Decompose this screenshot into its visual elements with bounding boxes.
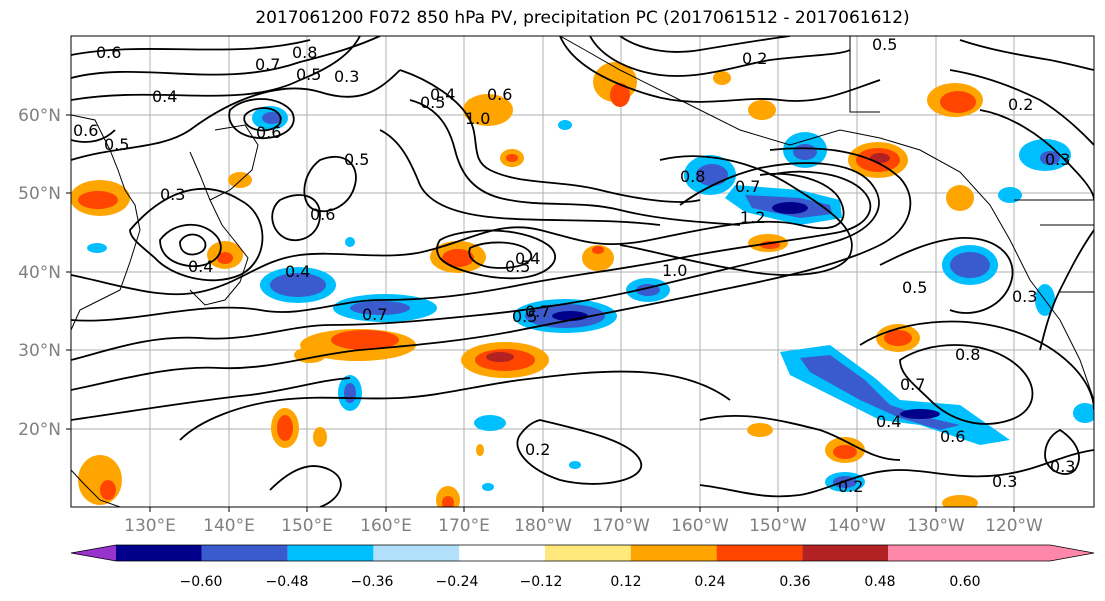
contour-label: 0.6	[487, 85, 512, 104]
contour-label: 1.0	[465, 109, 490, 128]
contour-label: 0.3	[1012, 287, 1037, 306]
lat-ticks	[66, 114, 71, 430]
colorbar-segment	[116, 545, 202, 561]
precip-positive-anomalies	[71, 62, 983, 507]
lon-label: 120°W	[985, 516, 1043, 536]
contour-labels: 0.6 0.7 0.8 0.5 0.3 0.4 0.5 0.6 0.3 0.6 …	[73, 35, 1075, 496]
contour-label: 0.6	[73, 121, 98, 140]
map-title: 2017061200 F072 850 hPa PV, precipitatio…	[255, 8, 910, 28]
colorbar	[70, 544, 1095, 562]
contour-label: 0.5	[420, 93, 445, 112]
colorbar-ticks: −0.60 −0.48 −0.36 −0.24 −0.12 0.12 0.24 …	[180, 574, 981, 590]
contour-label: 0.7	[735, 177, 760, 196]
colorbar-tick: 0.12	[610, 574, 641, 590]
lat-label: 60°N	[18, 106, 61, 126]
contour-label: 0.7	[362, 305, 387, 324]
contour-label: 0.2	[838, 477, 863, 496]
colorbar-tick: 0.24	[694, 574, 725, 590]
precip-negative-anomalies	[87, 106, 1094, 492]
lon-label: 140°W	[828, 516, 886, 536]
colorbar-tick: −0.60	[180, 574, 223, 590]
contour-label: 0.3	[1050, 457, 1075, 476]
colorbar-segment	[373, 545, 460, 561]
colorbar-segment	[630, 545, 717, 561]
colorbar-extend-low	[71, 545, 116, 561]
contour-label: 0.3	[1045, 150, 1070, 169]
contour-label: 0.5	[344, 150, 369, 169]
colorbar-tick: 0.36	[779, 574, 810, 590]
contour-label: 0.8	[955, 345, 980, 364]
contour-label: 0.4	[876, 412, 901, 431]
contour-label: 0.6	[310, 205, 335, 224]
contour-label: 0.5	[296, 65, 321, 84]
contour-label: 0.3	[160, 185, 185, 204]
colorbar-segment	[716, 545, 803, 561]
lon-label: 180°W	[514, 516, 572, 536]
lat-labels: 60°N 50°N 40°N 30°N 20°N	[18, 106, 61, 440]
colorbar-tick: 0.48	[864, 574, 895, 590]
lon-label: 160°E	[360, 516, 412, 536]
lon-label: 150°E	[281, 516, 333, 536]
colorbar-tick: −0.24	[436, 574, 479, 590]
contour-label: 0.4	[152, 87, 177, 106]
contour-label: 0.6	[940, 427, 965, 446]
contour-label: 0.4	[430, 85, 455, 104]
contour-label: 0.5	[505, 257, 530, 276]
colorbar-segment	[545, 545, 631, 561]
lon-label: 140°E	[203, 516, 255, 536]
lon-label: 130°W	[907, 516, 965, 536]
lon-label: 170°E	[438, 516, 490, 536]
contour-label: 0.7	[255, 55, 280, 74]
colorbar-extend-high	[888, 545, 1094, 561]
contour-label: 0.6	[256, 123, 281, 142]
contour-label: 0.6	[96, 43, 121, 62]
contour-label: 0.4	[515, 249, 540, 268]
contour-label: 1.2	[740, 208, 765, 227]
lat-label: 30°N	[18, 341, 61, 361]
lon-labels: 130°E 140°E 150°E 160°E 170°E 180°W 170°…	[124, 516, 1043, 536]
colorbar-segment	[287, 545, 374, 561]
contour-label: 0.5	[872, 35, 897, 54]
contour-label: 0.5	[902, 278, 927, 297]
contour-label: 0.3	[992, 472, 1017, 491]
contour-label: 0.5	[104, 135, 129, 154]
contour-label: 0.3	[334, 67, 359, 86]
lon-label: 130°E	[124, 516, 176, 536]
graticule	[71, 36, 1094, 507]
lon-ticks	[149, 507, 1015, 512]
lat-label: 20°N	[18, 420, 61, 440]
lat-label: 40°N	[18, 263, 61, 283]
contour-label: 1.0	[662, 261, 687, 280]
contour-label: 0.5	[512, 307, 537, 326]
lon-label: 170°W	[592, 516, 650, 536]
colorbar-segment	[201, 545, 288, 561]
colorbar-outline	[70, 544, 1095, 562]
contour-label: 0.7	[900, 375, 925, 394]
colorbar-tick: 0.60	[949, 574, 980, 590]
contour-label: 0.8	[292, 43, 317, 62]
lon-label: 150°W	[749, 516, 807, 536]
contour-label: 0.2	[525, 440, 550, 459]
pv-contours	[71, 36, 1094, 507]
contour-label: 0.4	[188, 257, 213, 276]
colorbar-tick: −0.36	[351, 574, 394, 590]
coastlines	[71, 36, 1094, 507]
lat-label: 50°N	[18, 184, 61, 204]
contour-label: 0.4	[285, 262, 310, 281]
colorbar-segment	[802, 545, 889, 561]
contour-label: 0.2	[742, 49, 767, 68]
contour-label: 0.2	[1008, 95, 1033, 114]
lon-label: 160°W	[671, 516, 729, 536]
colorbar-segment	[459, 545, 545, 561]
colorbar-tick: −0.48	[266, 574, 309, 590]
colorbar-tick: −0.12	[520, 574, 563, 590]
contour-label: 0.8	[680, 167, 705, 186]
contour-label: 0.7	[525, 302, 550, 321]
